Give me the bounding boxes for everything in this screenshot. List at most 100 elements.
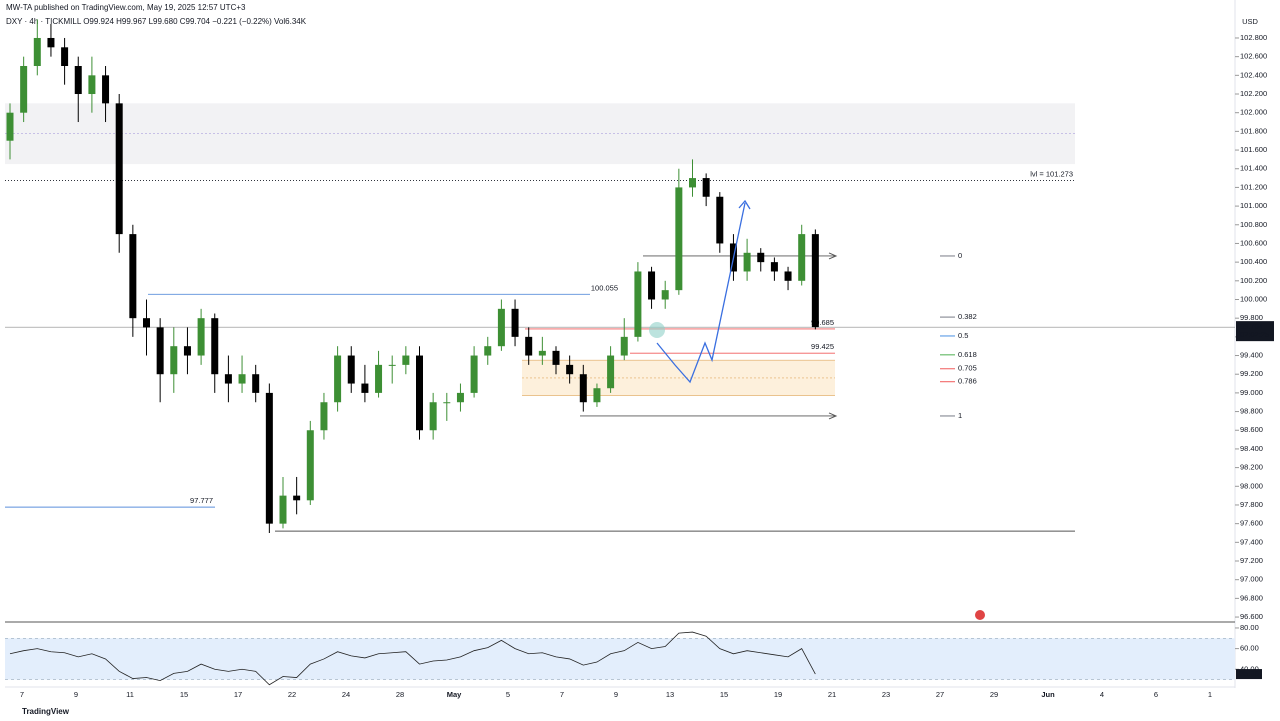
fib-label: 0.5 <box>958 331 968 340</box>
y-tick-label: 97.400 <box>1240 537 1263 546</box>
candle-body <box>320 402 328 431</box>
y-tick-label: 98.200 <box>1240 463 1263 472</box>
y-tick-label: 97.200 <box>1240 556 1263 565</box>
fib-arrow <box>828 412 838 420</box>
candle-body <box>648 271 656 300</box>
fib-label: 0.705 <box>958 364 977 373</box>
candle-body <box>224 374 232 384</box>
candle-body <box>552 350 560 365</box>
y-tick-label: 96.800 <box>1240 593 1263 602</box>
candle-body <box>183 346 191 356</box>
candle-body <box>347 355 355 384</box>
candle-body <box>716 196 724 244</box>
x-tick-label: 21 <box>828 690 836 699</box>
y-tick-label: 99.800 <box>1240 313 1263 322</box>
x-tick-label: 15 <box>720 690 728 699</box>
candle-body <box>102 75 110 104</box>
publisher: MW-TA published on TradingView.com, May … <box>6 3 246 12</box>
candle-body <box>47 37 55 48</box>
candle-body <box>689 178 696 188</box>
x-tick-label: 23 <box>882 690 890 699</box>
candle-body <box>252 374 260 393</box>
y-tick-label: 98.400 <box>1240 444 1263 453</box>
candle-body <box>811 234 819 328</box>
candle-body <box>115 103 123 235</box>
x-tick-label: 19 <box>774 690 782 699</box>
marker-circle <box>649 322 665 338</box>
candle-body <box>497 308 505 347</box>
x-tick-label: 9 <box>614 690 618 699</box>
x-tick-label: 24 <box>342 690 350 699</box>
y-tick-label: 98.000 <box>1240 481 1263 490</box>
candle-body <box>525 336 533 356</box>
countdown: 02:02:25 <box>1240 330 1269 339</box>
y-tick-label: 100.800 <box>1240 220 1267 229</box>
candle-body <box>197 318 205 356</box>
zone <box>5 103 1075 165</box>
projection-path <box>656 202 746 384</box>
candle-body <box>238 374 246 384</box>
x-tick-label: 7 <box>20 690 24 699</box>
candle-body <box>74 65 82 95</box>
y-tick-label: 99.000 <box>1240 388 1263 397</box>
x-tick-label: 22 <box>288 690 296 699</box>
fib-label: 0 <box>958 251 962 260</box>
candle-body <box>88 75 96 95</box>
y-tick-label: 100.000 <box>1240 294 1267 303</box>
y-tick-label: 102.400 <box>1240 70 1267 79</box>
x-tick-label: 1 <box>1208 690 1212 699</box>
candle-body <box>798 234 806 281</box>
y-tick-label: 102.600 <box>1240 52 1267 61</box>
candle-body <box>279 495 287 524</box>
fib-label: 0.786 <box>958 377 977 386</box>
candle-body <box>484 346 492 356</box>
candle-body <box>620 336 628 356</box>
fib-label: 1 <box>958 411 962 420</box>
candle-body <box>306 430 314 501</box>
candle-body <box>607 355 615 389</box>
fib-arrow <box>828 252 838 260</box>
candle-body <box>675 187 683 291</box>
x-tick-label: 7 <box>560 690 564 699</box>
x-tick-label: May <box>447 690 462 699</box>
x-tick-label: 27 <box>936 690 944 699</box>
y-tick-label: 102.200 <box>1240 89 1267 98</box>
x-tick-label: 4 <box>1100 690 1104 699</box>
currency: USD <box>1242 17 1258 26</box>
candle-body <box>334 355 342 403</box>
y-tick-label: 97.800 <box>1240 500 1263 509</box>
brand: TradingView <box>22 707 70 716</box>
y-tick-label: 97.600 <box>1240 519 1263 528</box>
x-tick-label: 6 <box>1154 690 1158 699</box>
y-tick-label: 96.600 <box>1240 612 1263 621</box>
fib-label: 0.618 <box>958 350 977 359</box>
candle-body <box>661 290 669 300</box>
candle-body <box>156 327 164 375</box>
rsi-line <box>9 631 816 686</box>
x-tick-label: 11 <box>126 690 134 699</box>
level-label: 97.777 <box>190 496 213 505</box>
y-tick-label: 101.800 <box>1240 126 1267 135</box>
candle-body <box>388 364 396 366</box>
level-label: 99.685 <box>811 318 834 327</box>
level-label: 100.055 <box>591 283 618 292</box>
candle-body <box>211 318 219 375</box>
candle-body <box>566 364 574 375</box>
candle-body <box>416 355 423 431</box>
candle-body <box>61 47 69 66</box>
event-icon <box>975 610 985 620</box>
rsi-last-label: 35.36 <box>1240 669 1259 678</box>
candle-body <box>265 392 273 524</box>
rsi-band <box>5 638 1235 680</box>
candle-body <box>361 383 369 393</box>
x-tick-label: 9 <box>74 690 78 699</box>
last-price-label: 99.704 <box>1240 322 1263 331</box>
candle-body <box>757 252 765 263</box>
candle-body <box>170 346 178 375</box>
symbol-legend: DXY · 4h · TICKMILL O99.924 H99.967 L99.… <box>6 17 307 26</box>
projection-arrow <box>738 199 751 210</box>
x-tick-label: 13 <box>666 690 674 699</box>
candle-body <box>593 388 601 403</box>
candle-body <box>702 178 710 197</box>
